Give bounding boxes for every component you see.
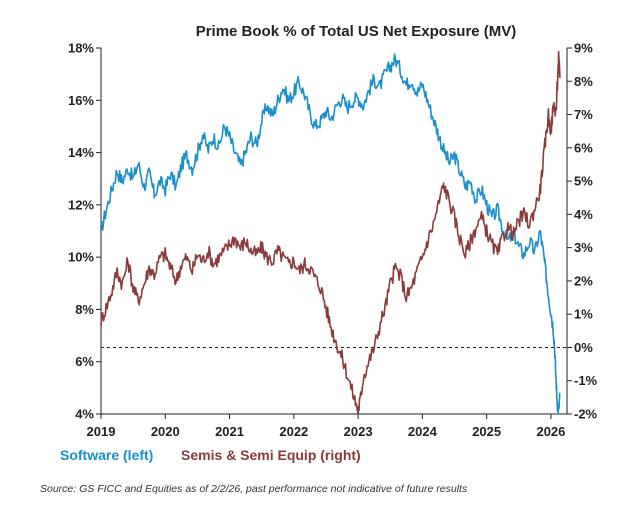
- x-tick-label: 2022: [279, 424, 308, 439]
- x-tick-label: 2026: [536, 424, 565, 439]
- y-left-tick-label: 4%: [75, 407, 94, 422]
- y-right-tick-label: 9%: [574, 41, 593, 56]
- x-tick-label: 2019: [87, 424, 116, 439]
- legend-entry-software: Software (left): [60, 447, 153, 463]
- y-right-tick-label: 7%: [574, 107, 593, 122]
- x-tick-label: 2021: [215, 424, 244, 439]
- y-left-tick-label: 6%: [75, 354, 94, 369]
- y-right-tick-label: 6%: [574, 140, 593, 155]
- y-right-tick-label: 5%: [574, 174, 593, 189]
- x-tick-label: 2025: [472, 424, 501, 439]
- y-left-tick-label: 10%: [68, 250, 94, 265]
- y-left-tick-label: 16%: [68, 93, 94, 108]
- plot-area: 4% 6% 8% 10% 12% 14% 16% 18% -2% -1% 0% 1% 2% 3% 4% 5% 6…: [68, 41, 598, 440]
- chart-title: Prime Book % of Total US Net Exposure (M…: [196, 23, 517, 40]
- y-left-tick-label: 8%: [75, 302, 94, 317]
- y-right-tick-label: 1%: [574, 307, 593, 322]
- y-left-tick-label: 18%: [68, 41, 94, 56]
- source-note: Source: GS FICC and Equities as of 2/2/2…: [40, 483, 468, 495]
- y-right-tick-label: 2%: [574, 273, 593, 288]
- y-left-tick-label: 12%: [68, 197, 94, 212]
- series-line-software: [100, 53, 561, 415]
- y-right-tick-label: -2%: [574, 407, 598, 422]
- y-left-tick-label: 14%: [68, 145, 94, 160]
- series-line-semis: [100, 50, 561, 415]
- y-right-tick-label: 0%: [574, 340, 593, 355]
- y-right-tick-label: 4%: [574, 207, 593, 222]
- legend-entry-semis: Semis & Semi Equip (right): [181, 447, 361, 463]
- legend: Software (left) Semis & Semi Equip (righ…: [60, 447, 361, 463]
- x-tick-label: 2023: [344, 424, 373, 439]
- y-right-tick-label: -1%: [574, 373, 598, 388]
- y-right-tick-label: 8%: [574, 74, 593, 89]
- x-tick-label: 2020: [151, 424, 180, 439]
- y-right-tick-label: 3%: [574, 240, 593, 255]
- x-tick-label: 2024: [408, 424, 438, 439]
